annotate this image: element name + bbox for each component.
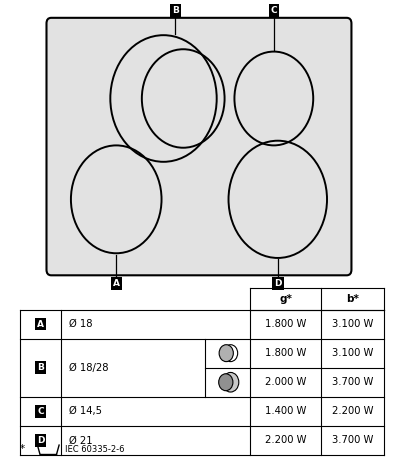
Text: IEC 60335-2-6: IEC 60335-2-6 xyxy=(65,445,125,454)
FancyBboxPatch shape xyxy=(46,18,351,275)
Text: B: B xyxy=(172,6,179,15)
Text: Ø 18: Ø 18 xyxy=(69,319,93,329)
Text: Ø 14,5: Ø 14,5 xyxy=(69,406,102,416)
Text: 2.000 W: 2.000 W xyxy=(265,377,307,387)
Text: D: D xyxy=(37,436,44,445)
Text: 1.800 W: 1.800 W xyxy=(265,319,307,329)
Text: B: B xyxy=(37,363,44,372)
Text: Ø 21: Ø 21 xyxy=(69,435,93,446)
Text: C: C xyxy=(37,407,44,416)
Text: *: * xyxy=(20,444,25,454)
Text: g*: g* xyxy=(279,294,292,304)
Text: A: A xyxy=(113,279,120,288)
Text: D: D xyxy=(274,279,282,288)
Circle shape xyxy=(219,374,233,391)
Circle shape xyxy=(219,345,233,362)
Text: b*: b* xyxy=(346,294,359,304)
Text: 1.400 W: 1.400 W xyxy=(265,406,307,416)
Text: 1.800 W: 1.800 W xyxy=(265,348,307,358)
Text: 3.100 W: 3.100 W xyxy=(332,319,374,329)
Circle shape xyxy=(222,372,239,392)
Text: C: C xyxy=(271,6,277,15)
Text: 2.200 W: 2.200 W xyxy=(332,406,374,416)
Circle shape xyxy=(223,345,238,362)
Text: 3.100 W: 3.100 W xyxy=(332,348,374,358)
Text: A: A xyxy=(37,319,44,329)
Text: 3.700 W: 3.700 W xyxy=(332,435,374,446)
Text: 3.700 W: 3.700 W xyxy=(332,377,374,387)
Text: Ø 18/28: Ø 18/28 xyxy=(69,363,108,373)
Text: 2.200 W: 2.200 W xyxy=(265,435,307,446)
